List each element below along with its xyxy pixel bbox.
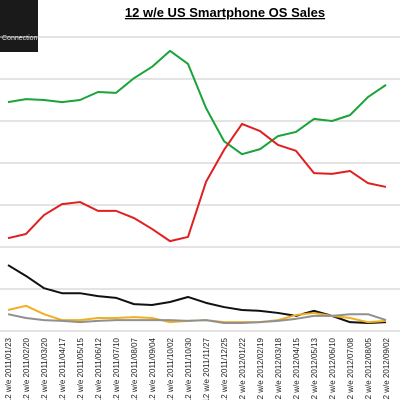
- x-tick-label: 12 w/e 2011/12/25: [220, 337, 229, 400]
- logo-box: [0, 0, 38, 52]
- chart-title: 12 w/e US Smartphone OS Sales: [125, 5, 325, 20]
- x-tick-label: 12 w/e 2012/04/15: [292, 337, 301, 400]
- x-tick-label: 12 w/e 2011/04/17: [58, 337, 67, 400]
- logo-text: Connection: [2, 35, 38, 42]
- x-tick-label: 12 w/e 2011/11/27: [202, 337, 211, 400]
- x-tick-label: 12 w/e 2011/08/07: [130, 337, 139, 400]
- x-tick-label: 12 w/e 2011/10/30: [184, 337, 193, 400]
- x-tick-label: 12 w/e 2011/07/10: [112, 337, 121, 400]
- x-tick-label: 12 w/e 2012/09/02: [382, 337, 391, 400]
- x-tick-label: 12 w/e 2011/06/12: [94, 337, 103, 400]
- x-tick-label: 12 w/e 2011/02/20: [22, 337, 31, 400]
- x-tick-label: 12 w/e 2012/08/05: [364, 337, 373, 400]
- x-tick-label: 12 w/e 2012/02/19: [256, 337, 265, 400]
- x-tick-label: 12 w/e 2011/01/23: [4, 337, 13, 400]
- x-tick-label: 12 w/e 2012/06/10: [328, 337, 337, 400]
- x-tick-label: 12 w/e 2012/07/08: [346, 337, 355, 400]
- series-line: [7, 264, 387, 325]
- x-tick-label: 12 w/e 2012/01/22: [238, 337, 247, 400]
- series-line: [7, 49, 387, 156]
- series-line: [7, 313, 387, 325]
- x-tick-label: 12 w/e 2011/10/02: [166, 337, 175, 400]
- x-tick-label: 12 w/e 2011/09/04: [148, 337, 157, 400]
- x-tick-label: 12 w/e 2011/03/20: [40, 337, 49, 400]
- x-tick-label: 12 w/e 2011/05/15: [76, 337, 85, 400]
- x-tick-label: 12 w/e 2012/03/18: [274, 337, 283, 400]
- x-tick-label: 12 w/e 2012/05/13: [310, 337, 319, 400]
- series-line: [7, 122, 387, 243]
